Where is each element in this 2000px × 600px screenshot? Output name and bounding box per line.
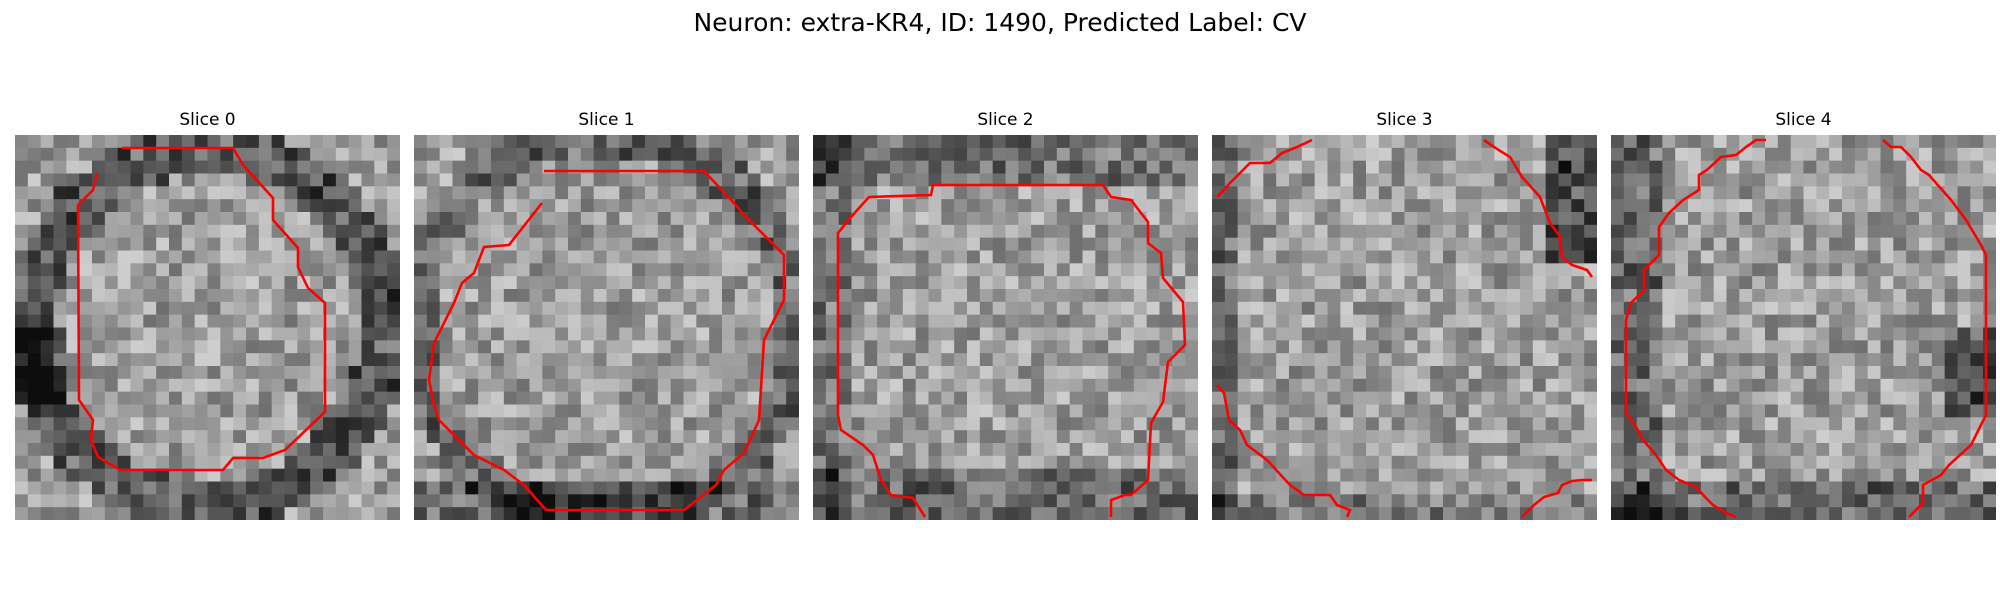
grayscale-texture [1212, 135, 1597, 520]
contour-line [1882, 139, 1988, 518]
contour-line [76, 146, 327, 472]
slice-title: Slice 2 [977, 110, 1034, 130]
contour-line [1216, 384, 1352, 518]
slice-title: Slice 4 [1775, 110, 1832, 130]
slice-image-4 [1611, 135, 1996, 520]
contour-line [1216, 138, 1313, 198]
grayscale-texture [813, 135, 1198, 520]
grayscale-texture [15, 135, 400, 520]
contour-line [427, 169, 786, 512]
grayscale-texture [414, 135, 799, 520]
slice-title: Slice 3 [1376, 110, 1433, 130]
contour-line [836, 183, 1187, 518]
slice-image-1 [414, 135, 799, 520]
figure-title: Neuron: extra-KR4, ID: 1490, Predicted L… [693, 8, 1307, 37]
slice-image-2 [813, 135, 1198, 520]
slice-image-0 [15, 135, 400, 520]
slice-title: Slice 0 [179, 110, 236, 130]
contour-line [1521, 478, 1592, 518]
grayscale-texture [1611, 135, 1996, 520]
contour-line [1624, 138, 1766, 519]
slice-image-3 [1212, 135, 1597, 520]
contour-line [1483, 138, 1594, 278]
slice-title: Slice 1 [578, 110, 635, 130]
